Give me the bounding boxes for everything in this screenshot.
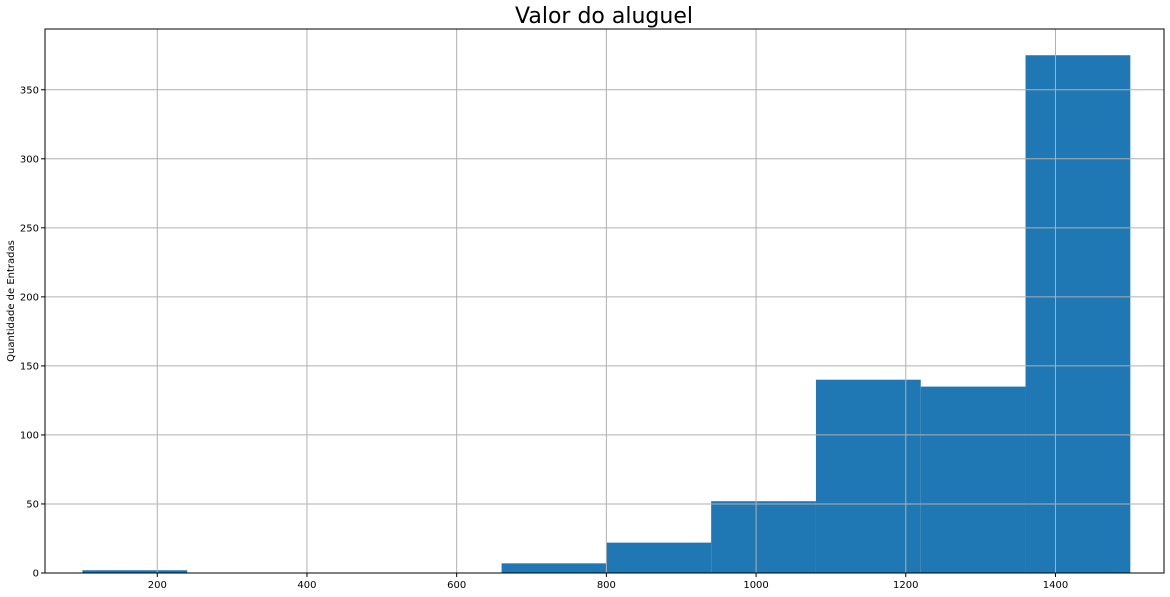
histogram-bar	[606, 542, 712, 573]
x-tick-label: 1400	[1043, 580, 1068, 591]
histogram-bar	[920, 386, 1026, 573]
y-tick-label: 250	[20, 223, 39, 234]
x-tick-label: 1000	[743, 580, 768, 591]
y-tick-label: 350	[20, 85, 39, 96]
y-axis-label: Quantidade de Entradas	[6, 240, 17, 362]
chart-title: Valor do aluguel	[515, 4, 693, 29]
x-tick-label: 600	[447, 580, 466, 591]
y-tick-label: 100	[20, 430, 39, 441]
y-tick-label: 200	[20, 292, 39, 303]
x-tick-label: 400	[297, 580, 316, 591]
y-tick-label: 300	[20, 154, 39, 165]
y-tick-label: 150	[20, 361, 39, 372]
histogram-bar	[711, 501, 816, 573]
histogram-bar	[82, 570, 188, 573]
y-tick-label: 50	[26, 499, 39, 510]
x-tick-label: 200	[148, 580, 167, 591]
x-tick-label: 800	[597, 580, 616, 591]
histogram-bar	[501, 563, 607, 573]
y-axis-ticks: 0 50 100 150 200 250 300 350	[20, 85, 45, 580]
plot-frame	[44, 28, 1165, 574]
y-tick-label: 0	[33, 569, 39, 580]
histogram-bar	[1025, 55, 1131, 573]
x-axis-ticks: 200 400 600 800 1000 1200 1400	[148, 573, 1068, 591]
histogram-bar	[815, 379, 921, 573]
histogram-bars	[82, 55, 1131, 573]
x-tick-label: 1200	[893, 580, 918, 591]
